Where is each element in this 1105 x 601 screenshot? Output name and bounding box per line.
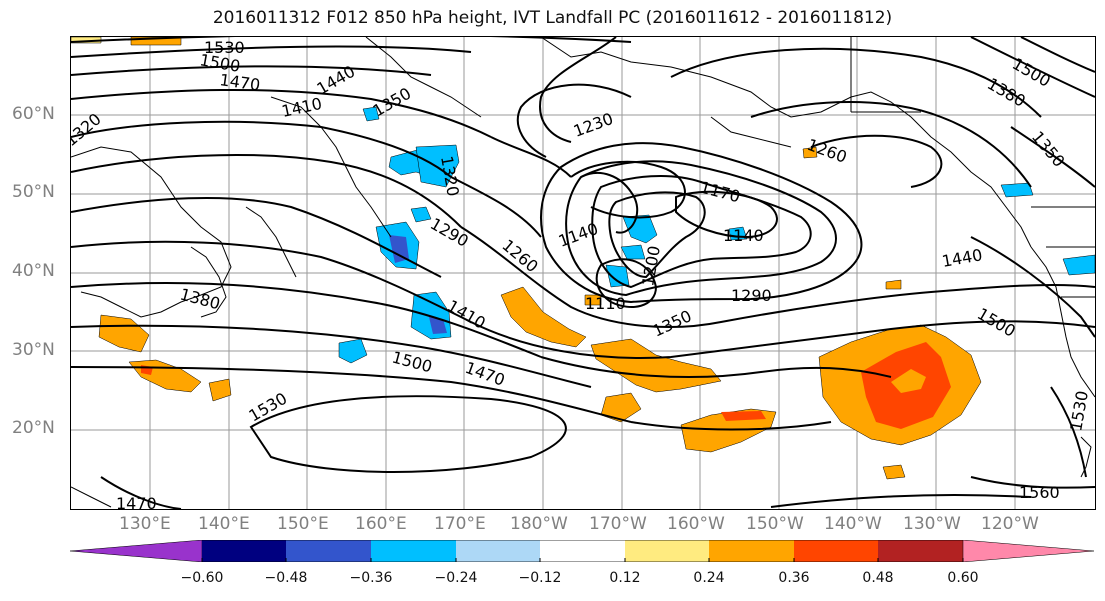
lat-label-20n: 20°N <box>12 418 55 438</box>
negative-ivt-patches <box>338 106 1095 364</box>
contour-label: 1530 <box>246 389 291 426</box>
contour-label: 1440 <box>940 245 983 271</box>
contour-label: 1500 <box>1009 54 1054 91</box>
colorbar-segment <box>456 540 540 562</box>
lon-label-160w: 160°W <box>667 514 725 534</box>
colorbar-tick: 0.36 <box>778 570 810 586</box>
lon-label-170w: 170°W <box>589 514 647 534</box>
contour-label: 1530 <box>1066 389 1092 432</box>
contour-label: 1380 <box>984 74 1029 111</box>
lat-label-60n: 60°N <box>12 104 55 124</box>
lon-label-130e: 130°E <box>119 514 171 534</box>
contour-label: 1410 <box>280 94 324 121</box>
colorbar-tick: −0.36 <box>349 570 393 586</box>
colorbar-segment <box>878 540 963 562</box>
map-title: 2016011312 F012 850 hPa height, IVT Land… <box>212 8 893 28</box>
colorbar-segment <box>286 540 371 562</box>
contour-label: 1230 <box>571 109 616 141</box>
contour-label: 1260 <box>805 135 850 167</box>
contour-label: 1350 <box>650 306 695 340</box>
colorbar-segment <box>709 540 794 562</box>
lat-label-40n: 40°N <box>12 261 55 281</box>
colorbar-segment <box>69 539 203 563</box>
colorbar-tick: −0.12 <box>518 570 562 586</box>
contour-label: 1530 <box>204 38 245 57</box>
positive-ivt-patches <box>71 37 982 480</box>
height-contours <box>71 37 1095 509</box>
lon-label-140e: 140°E <box>198 514 250 534</box>
colorbar-tick: −0.60 <box>180 570 224 586</box>
colorbar-tick: 0.48 <box>862 570 894 586</box>
colorbar-tick: 0.24 <box>693 570 725 586</box>
contour-label: 1290 <box>427 214 472 251</box>
colorbar-segment <box>962 539 1095 563</box>
contour-label: 1170 <box>698 178 742 207</box>
colorbar-segment <box>794 540 878 562</box>
colorbar-tick: 0.60 <box>947 570 979 586</box>
contour-label: 1500 <box>390 348 434 377</box>
lon-label-150w: 150°W <box>746 514 804 534</box>
contour-label: 1350 <box>1028 127 1069 170</box>
lat-label-50n: 50°N <box>12 182 55 202</box>
colorbar-segment <box>540 540 625 562</box>
lon-label-170e: 170°E <box>434 514 486 534</box>
lat-label-30n: 30°N <box>12 340 55 360</box>
colorbar-segment <box>371 540 456 562</box>
map-svg: 1530 1500 1470 1440 1410 1350 1320 1290 … <box>71 37 1095 509</box>
lon-label-120w: 120°W <box>981 514 1039 534</box>
colorbar-tick: −0.24 <box>434 570 478 586</box>
colorbar-segment <box>202 540 286 562</box>
colorbar-segment <box>625 540 709 562</box>
contour-label: 1290 <box>731 286 772 305</box>
colorbar <box>69 539 1095 563</box>
colorbar-svg <box>69 539 1095 563</box>
colorbar-tick: 0.12 <box>609 570 641 586</box>
lon-label-140w: 140°W <box>824 514 882 534</box>
lon-label-150e: 150°E <box>277 514 329 534</box>
contour-label: 1140 <box>723 226 764 245</box>
lon-label-160e: 160°E <box>355 514 407 534</box>
contour-label: 1560 <box>1019 483 1060 502</box>
contour-label: 1500 <box>974 304 1019 341</box>
contour-label: 1470 <box>116 494 157 509</box>
map-panel: 1530 1500 1470 1440 1410 1350 1320 1290 … <box>70 36 1096 510</box>
lon-label-180w: 180°W <box>510 514 568 534</box>
lon-label-130w: 130°W <box>903 514 961 534</box>
colorbar-tick: −0.48 <box>264 570 308 586</box>
contour-label: 1110 <box>585 294 626 313</box>
